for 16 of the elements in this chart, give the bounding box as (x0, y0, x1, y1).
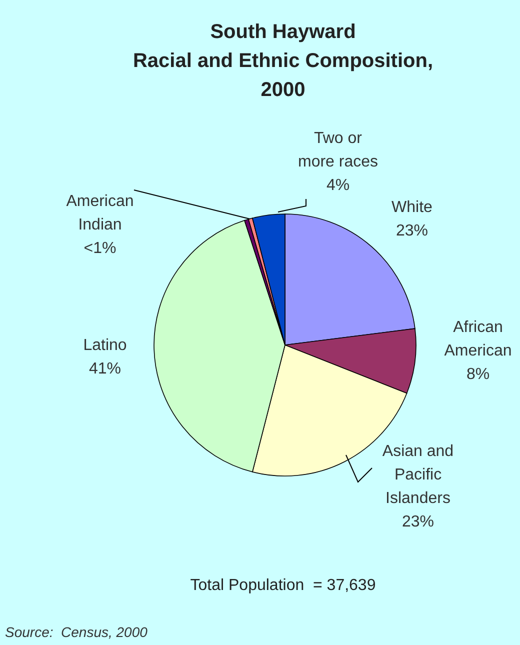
source-note: Source: Census, 2000 (5, 624, 148, 640)
slice-label: Latino (83, 337, 127, 354)
text: Total Population = 37,639 (190, 577, 376, 594)
slice-label: American Indian (66, 193, 134, 234)
data-label: 4% (326, 177, 350, 194)
chart-title: South Hayward (210, 21, 356, 43)
chart-subtitle: Racial and Ethnic Composition, 2000 (132, 50, 434, 101)
slice-label: Asian and Pacific Islanders (382, 443, 454, 507)
data-label: 41% (88, 360, 122, 378)
slice-label: Two or more races (298, 130, 378, 170)
data-label: 23% (396, 222, 428, 240)
data-label: 23% (402, 514, 434, 530)
slice-label: African American (444, 319, 512, 360)
data-label: <1% (84, 240, 116, 257)
data-label: 8% (466, 366, 490, 383)
slice-label: White (392, 199, 433, 216)
